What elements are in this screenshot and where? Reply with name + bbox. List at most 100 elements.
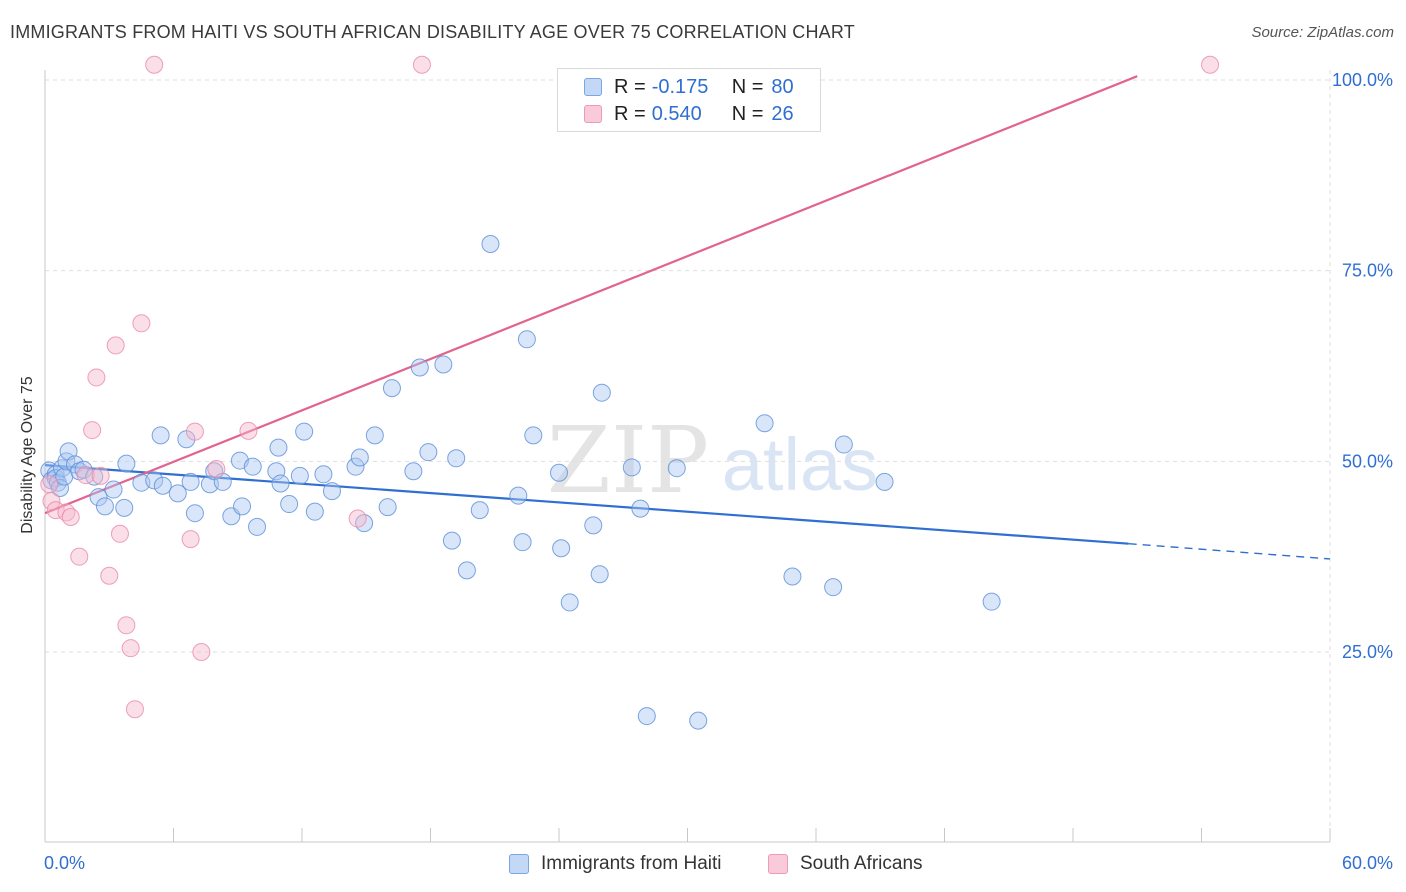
point-haiti [185,504,204,523]
point-south-africans [117,616,136,635]
point-south-africans [70,547,89,566]
point-haiti [622,458,641,477]
point-haiti [290,466,309,485]
series-swatch-south-africans [768,854,788,874]
point-haiti [267,462,286,481]
series-legend-south-africans: South Africans [768,852,923,876]
point-south-africans [185,422,204,441]
point-haiti [524,426,543,445]
point-haiti [783,567,802,586]
point-haiti [151,426,170,445]
watermark: ZIP atlas [547,407,878,514]
point-haiti [168,484,187,503]
chart-title: IMMIGRANTS FROM HAITI VS SOUTH AFRICAN D… [10,22,855,42]
series-label-haiti: Immigrants from Haiti [541,853,722,874]
point-haiti [875,472,894,491]
y-tick-label: 25.0% [1342,642,1393,662]
trend-line-haiti [44,464,1129,545]
x-tick-label: 60.0% [1342,853,1393,873]
point-haiti [410,358,429,377]
point-haiti [834,435,853,454]
point-haiti [637,707,656,726]
point-haiti [667,459,686,478]
y-tick-label: 100.0% [1332,70,1393,90]
point-haiti [592,383,611,402]
legend-n-label: N = [731,102,764,125]
point-haiti [233,497,252,516]
point-south-africans [181,530,200,549]
point-haiti [305,502,324,521]
point-south-africans [1201,55,1220,74]
legend-r-value-haiti: -0.175 [651,75,709,98]
point-haiti [115,498,134,517]
point-south-africans [83,421,102,440]
legend-row-south-africans: R = 0.540 N = 26 [584,102,794,126]
point-haiti [350,448,369,467]
point-haiti [346,457,365,476]
legend-n-label: N = [731,75,764,98]
point-haiti [117,454,136,473]
legend-r-label: R = [614,102,646,125]
legend-swatch-south-africans [584,105,602,123]
trend-line-extension-haiti [1128,543,1331,560]
point-haiti [824,578,843,597]
point-haiti [145,471,164,490]
point-haiti [295,422,314,441]
y-tick-label: 50.0% [1342,451,1393,471]
legend-r-value-south-africans: 0.540 [651,102,702,125]
point-south-africans [132,314,151,333]
point-south-africans [121,639,140,658]
point-haiti [419,443,438,462]
point-haiti [322,482,341,501]
point-haiti [590,565,609,584]
source-credit: Source: ZipAtlas.com [1251,24,1394,41]
point-haiti [89,488,108,507]
point-south-africans [192,643,211,661]
point-south-africans [91,466,110,485]
data-points [40,55,1220,730]
trend-lines [44,75,1331,560]
point-haiti [153,476,172,495]
point-haiti [447,449,466,468]
legend-n-value-south-africans: 26 [771,102,794,125]
point-haiti [355,514,374,533]
point-south-africans [348,509,367,528]
watermark-atlas: atlas [722,423,878,506]
point-haiti [365,426,384,445]
point-haiti [552,539,571,558]
point-haiti [982,592,1001,611]
x-tick-label: 0.0% [44,853,85,873]
point-haiti [509,486,528,505]
point-haiti [513,533,532,552]
point-south-africans [145,55,164,74]
tick-labels: 25.0% 50.0% 75.0% 100.0% 0.0% 60.0% [44,70,1393,873]
point-haiti [382,379,401,398]
point-haiti [50,479,69,498]
trend-line-south-africans [44,75,1138,515]
point-haiti [378,498,397,517]
legend-n-value-haiti: 80 [771,75,794,98]
point-south-africans [110,524,129,543]
point-haiti [689,711,708,730]
point-haiti [434,355,453,374]
point-south-africans [42,491,61,510]
series-swatch-haiti [509,854,529,874]
point-south-africans [125,700,144,719]
series-legend-haiti: Immigrants from Haiti [509,852,722,876]
point-south-africans [207,459,226,478]
point-south-africans [106,336,125,355]
point-haiti [755,414,774,433]
point-haiti [550,463,568,482]
legend-row-haiti: R = -0.175 N = 80 [584,75,794,99]
point-haiti [248,517,267,536]
point-south-africans [76,466,95,485]
point-haiti [560,593,579,612]
point-south-africans [61,508,80,527]
y-tick-label: 75.0% [1342,261,1393,281]
point-haiti [517,330,536,349]
legend-r-label: R = [614,75,646,98]
point-south-africans [412,55,431,74]
point-haiti [271,474,290,493]
point-haiti [631,499,650,518]
